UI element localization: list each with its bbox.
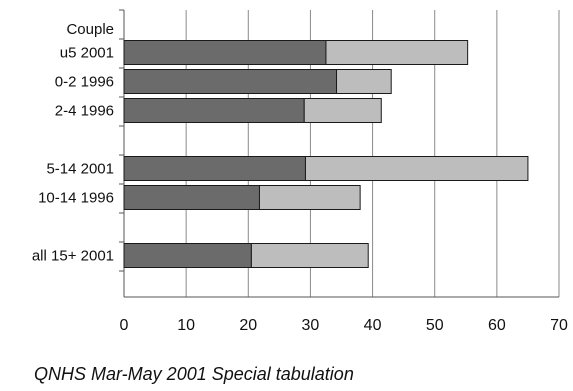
category-label: u5 2001 (60, 45, 114, 62)
category-label: 0-2 1996 (55, 74, 114, 91)
bar-segment-1 (123, 243, 252, 268)
header-label: Couple (66, 21, 114, 38)
bar-segment-1 (123, 98, 305, 123)
x-tick-label: 40 (364, 317, 382, 334)
bar-segment-2 (325, 40, 469, 65)
y-tick-marks (119, 9, 124, 272)
bar-segment-1 (123, 69, 338, 94)
category-label: 10-14 1996 (38, 190, 114, 207)
category-labels: Couple u5 2001 0-2 1996 2-4 1996 5-14 2001 1… (32, 21, 114, 265)
category-label: all 15+ 2001 (32, 248, 114, 265)
bar-segment-2 (303, 98, 382, 123)
bar-segment-2 (336, 69, 392, 94)
bar-segment-1 (123, 40, 327, 65)
x-tick-labels: 0 10 20 30 40 50 60 70 (120, 317, 568, 334)
bar-segment-2 (304, 156, 529, 181)
bars (123, 40, 529, 268)
source-note: QNHS Mar-May 2001 Special tabulation (34, 364, 354, 384)
x-tick-label: 30 (302, 317, 320, 334)
x-tick-label: 0 (120, 317, 129, 334)
x-tick-label: 50 (426, 317, 444, 334)
x-tick-label: 70 (550, 317, 568, 334)
category-label: 2-4 1996 (55, 103, 114, 120)
x-tick-label: 60 (488, 317, 506, 334)
x-tick-label: 10 (177, 317, 195, 334)
category-label: 5-14 2001 (46, 161, 114, 178)
bar-segment-1 (123, 185, 260, 210)
x-tick-label: 20 (239, 317, 257, 334)
bar-segment-2 (258, 185, 361, 210)
bar-segment-2 (250, 243, 369, 268)
bar-segment-1 (123, 156, 306, 181)
